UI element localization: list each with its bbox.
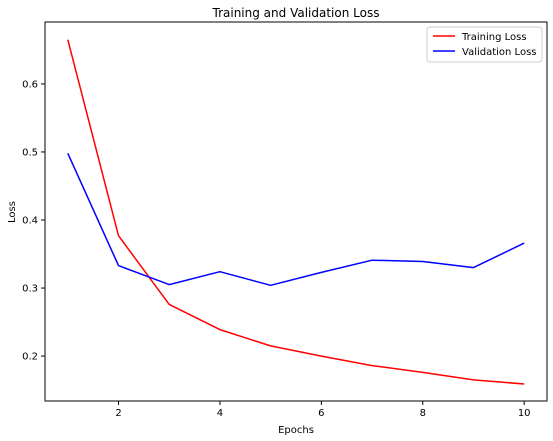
y-tick-label: 0.2 xyxy=(22,352,38,363)
y-axis-label: Loss xyxy=(7,201,18,223)
y-axis-ticks: 0.2 0.3 0.4 0.5 0.6 xyxy=(22,79,45,363)
series-line-training-loss xyxy=(67,39,525,385)
legend-label-training-loss: Training Loss xyxy=(461,32,527,43)
x-tick-label: 6 xyxy=(318,408,324,419)
y-tick-label: 0.4 xyxy=(22,216,38,227)
x-tick-label: 10 xyxy=(518,408,531,419)
y-tick-label: 0.5 xyxy=(22,147,38,158)
x-tick-label: 2 xyxy=(115,408,121,419)
y-tick-label: 0.3 xyxy=(22,284,38,295)
legend-label-validation-loss: Validation Loss xyxy=(462,47,537,58)
x-tick-label: 8 xyxy=(420,408,426,419)
legend-box xyxy=(426,26,543,63)
chart-title: Training and Validation Loss xyxy=(212,6,380,20)
legend: Training Loss Validation Loss xyxy=(426,26,543,63)
x-axis-label: Epochs xyxy=(278,425,314,436)
plot-area xyxy=(44,21,548,402)
x-tick-label: 4 xyxy=(217,408,223,419)
y-tick-label: 0.6 xyxy=(22,79,38,90)
series-layer xyxy=(67,39,525,385)
x-axis-ticks: 2 4 6 8 10 xyxy=(115,401,531,419)
series-line-validation-loss xyxy=(67,152,525,287)
